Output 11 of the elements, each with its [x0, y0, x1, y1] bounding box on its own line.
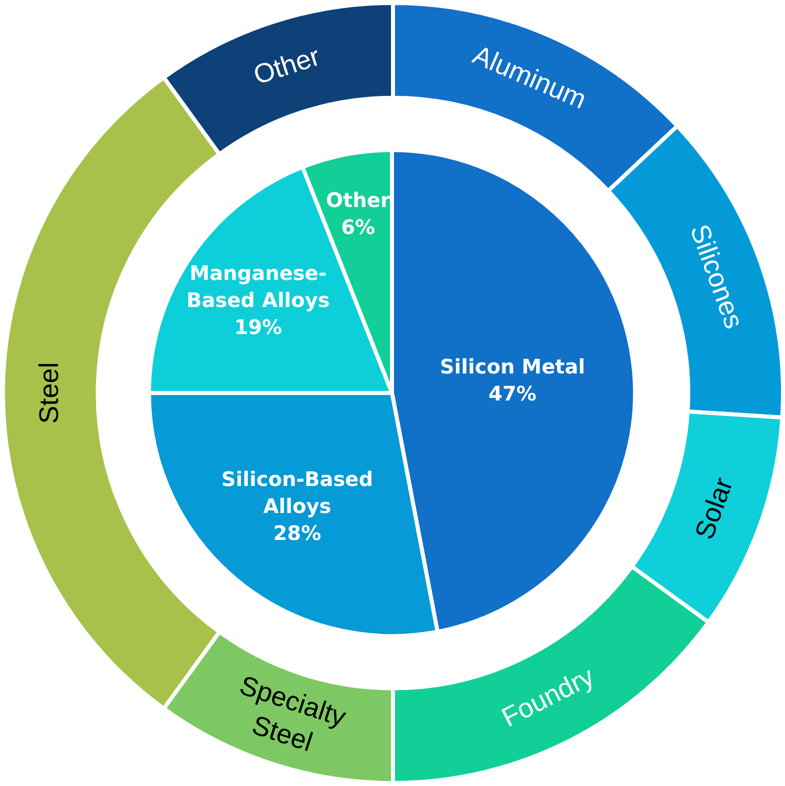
data-label: 6%: [341, 215, 376, 240]
slice-label: Manganese-Based Alloys: [186, 261, 330, 312]
slice-label: Steel: [34, 362, 64, 424]
slice-label: Solar: [689, 474, 739, 544]
slice-label: Silicon-Based Alloys: [221, 466, 374, 518]
slice-label: Other: [250, 40, 324, 90]
slice-label: Silicon Metal: [440, 354, 586, 378]
slice-label: Other: [326, 188, 390, 212]
data-label: 19%: [234, 315, 282, 340]
data-label: 28%: [273, 520, 322, 545]
data-label: 47%: [488, 381, 536, 406]
